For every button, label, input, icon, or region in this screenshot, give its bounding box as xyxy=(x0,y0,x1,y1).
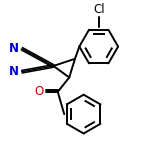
Text: O: O xyxy=(34,85,43,98)
Text: N: N xyxy=(9,42,19,55)
Text: Cl: Cl xyxy=(93,3,105,16)
Text: N: N xyxy=(9,65,19,78)
